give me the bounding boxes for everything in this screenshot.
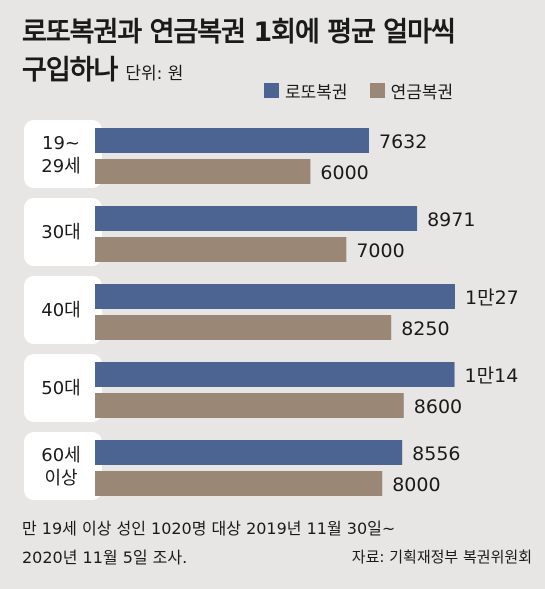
category-box xyxy=(24,276,102,344)
bar-pension xyxy=(95,393,404,418)
footer-row-2: 2020년 11월 5일 조사. 자료: 기획재정부 복권위원회 xyxy=(22,543,532,572)
source-label: 자료: 기획재정부 복권위원회 xyxy=(351,548,532,566)
category-box xyxy=(24,198,102,266)
value-label-pension: 8000 xyxy=(392,474,440,496)
legend-swatch-pension xyxy=(369,83,385,98)
bar-lotto xyxy=(95,440,403,465)
bar-pension xyxy=(95,315,392,340)
category-label: 40대 xyxy=(41,300,80,321)
unit-label: 단위: 원 xyxy=(125,64,184,84)
category-label: 50대 xyxy=(41,378,80,399)
category-label: 60세 xyxy=(41,445,80,466)
legend: 로또복권 연금복권 xyxy=(264,78,475,103)
category-label: 29세 xyxy=(41,156,80,177)
title-line-2-text: 구입하나 xyxy=(22,55,118,86)
category-box xyxy=(24,120,102,188)
bar-lotto xyxy=(95,284,455,309)
legend-label-pension: 연금복권 xyxy=(390,83,454,103)
category-box xyxy=(24,432,102,500)
bar-lotto xyxy=(95,206,418,231)
category-box xyxy=(24,354,102,422)
footer: 만 19세 이상 성인 1020명 대상 2019년 11월 30일~ 2020… xyxy=(22,514,532,572)
bar-lotto xyxy=(95,362,455,387)
value-label-pension: 8250 xyxy=(401,318,449,340)
value-label-lotto: 8971 xyxy=(427,209,475,231)
bar-pension xyxy=(95,471,383,496)
value-label-lotto: 8556 xyxy=(412,443,460,465)
value-label-lotto: 1만14 xyxy=(465,365,519,387)
value-label-pension: 6000 xyxy=(320,162,368,184)
bar-pension xyxy=(95,159,311,184)
bar-pension xyxy=(95,237,347,262)
survey-note-line-1: 만 19세 이상 성인 1020명 대상 2019년 11월 30일~ xyxy=(22,519,396,538)
legend-item-pension: 연금복권 xyxy=(369,78,454,103)
category-label: 30대 xyxy=(41,222,80,243)
value-label-pension: 7000 xyxy=(356,240,404,262)
legend-item-lotto: 로또복권 xyxy=(264,78,348,103)
survey-note-line-2: 2020년 11월 5일 조사. xyxy=(22,548,188,567)
value-label-lotto: 7632 xyxy=(379,131,427,153)
legend-label-lotto: 로또복권 xyxy=(285,83,348,103)
title-line-2: 구입하나 단위: 원 xyxy=(22,52,455,93)
title-line-1: 로또복권과 연금복권 1회에 평균 얼마씩 xyxy=(22,17,456,48)
category-label: 19~ xyxy=(42,133,80,154)
value-label-pension: 8600 xyxy=(414,396,462,418)
category-label: 이상 xyxy=(44,468,77,489)
bar-lotto xyxy=(95,128,370,153)
chart-title: 로또복권과 연금복권 1회에 평균 얼마씩 구입하나 단위: 원 xyxy=(22,14,456,93)
value-label-lotto: 1만27 xyxy=(465,287,519,309)
legend-swatch-lotto xyxy=(264,83,279,98)
